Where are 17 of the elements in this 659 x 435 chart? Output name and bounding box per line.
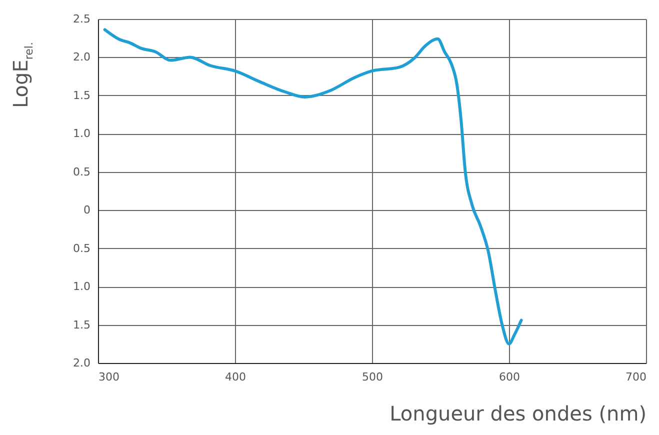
y-tick-label: 0.5 (73, 242, 90, 255)
x-axis-title: Longueur des ondes (nm) (390, 402, 646, 426)
x-tick-label: 400 (225, 370, 246, 384)
y-tick-label: 2.0 (73, 50, 90, 64)
y-tick-label: 2.5 (73, 12, 90, 26)
y-tick-label: 1.5 (73, 318, 90, 332)
x-tick-label: 700 (626, 370, 646, 384)
y-tick-label: 2.0 (73, 356, 90, 370)
x-tick-label: 600 (499, 370, 520, 384)
x-tick-label: 500 (362, 370, 383, 384)
y-tick-label: 0 (84, 204, 90, 217)
y-tick-label: 0.5 (73, 165, 90, 178)
line-series (103, 28, 523, 346)
x-tick-label: 300 (98, 370, 120, 384)
y-tick-label: 1.0 (73, 127, 90, 140)
y-tick-label: 1.0 (73, 280, 90, 294)
y-tick-label: 1.5 (73, 88, 90, 102)
